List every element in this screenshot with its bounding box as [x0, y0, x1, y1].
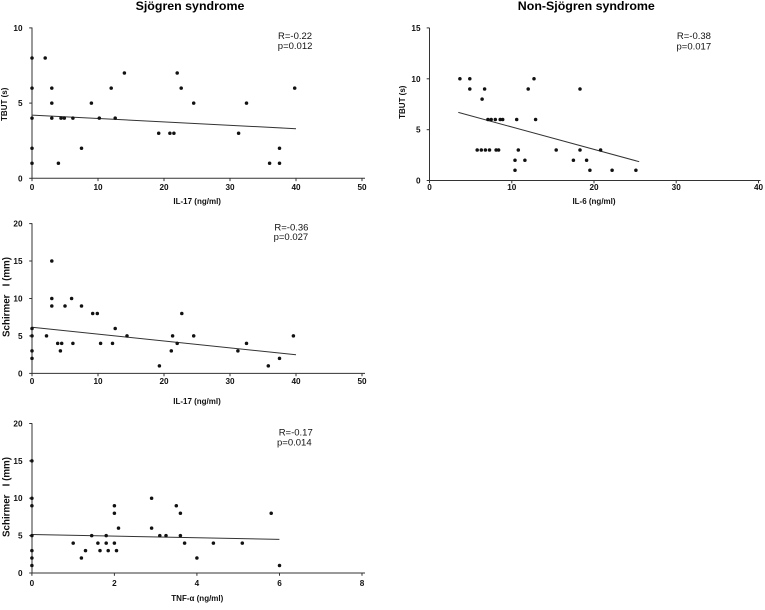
svg-text:TBUT (s): TBUT (s): [398, 85, 407, 119]
svg-text:TBUT (s): TBUT (s): [0, 87, 9, 121]
svg-text:R=-0.17: R=-0.17: [279, 427, 313, 438]
svg-text:30: 30: [225, 183, 235, 192]
svg-text:TNF-α (ng/ml): TNF-α (ng/ml): [171, 594, 223, 603]
svg-text:5: 5: [18, 99, 23, 108]
svg-text:2: 2: [112, 579, 117, 588]
svg-text:0: 0: [18, 174, 23, 183]
svg-text:p=0.017: p=0.017: [677, 42, 712, 53]
svg-text:5: 5: [18, 332, 23, 341]
svg-text:p=0.014: p=0.014: [277, 438, 312, 449]
svg-text:10: 10: [13, 295, 23, 304]
svg-text:R=-0.38: R=-0.38: [677, 31, 711, 42]
svg-text:0: 0: [30, 579, 35, 588]
svg-text:8: 8: [360, 579, 365, 588]
svg-text:40: 40: [291, 183, 301, 192]
svg-text:Sjögren syndrome: Sjögren syndrome: [136, 0, 245, 13]
svg-text:0: 0: [18, 569, 23, 578]
svg-text:0: 0: [416, 177, 421, 186]
svg-text:Non-Sjögren syndrome: Non-Sjögren syndrome: [518, 0, 655, 13]
svg-text:40: 40: [291, 377, 301, 386]
svg-text:10: 10: [13, 24, 23, 33]
svg-text:50: 50: [357, 377, 367, 386]
svg-text:p=0.012: p=0.012: [278, 41, 313, 52]
svg-text:p=0.027: p=0.027: [274, 232, 309, 243]
svg-text:50: 50: [357, 183, 367, 192]
svg-text:30: 30: [672, 183, 682, 192]
svg-text:10: 10: [13, 494, 23, 503]
svg-text:4: 4: [195, 579, 200, 588]
svg-text:30: 30: [225, 377, 235, 386]
svg-text:40: 40: [754, 183, 764, 192]
svg-text:10: 10: [93, 183, 103, 192]
svg-text:15: 15: [13, 257, 23, 266]
svg-text:0: 0: [30, 377, 35, 386]
svg-text:20: 20: [13, 420, 23, 429]
svg-text:10: 10: [411, 75, 421, 84]
svg-text:0: 0: [427, 183, 432, 192]
svg-text:6: 6: [277, 579, 282, 588]
svg-text:10: 10: [507, 183, 517, 192]
svg-text:5: 5: [416, 126, 421, 135]
svg-text:Schirmer I (mm): Schirmer I (mm): [2, 457, 13, 537]
svg-text:0: 0: [18, 369, 23, 378]
svg-text:R=-0.36: R=-0.36: [274, 222, 308, 233]
svg-text:IL-17 (ng/ml): IL-17 (ng/ml): [173, 197, 221, 206]
svg-text:IL-17 (ng/ml): IL-17 (ng/ml): [173, 397, 221, 406]
svg-text:20: 20: [159, 183, 169, 192]
svg-text:0: 0: [30, 183, 35, 192]
svg-text:15: 15: [13, 457, 23, 466]
svg-text:20: 20: [589, 183, 599, 192]
svg-text:IL-6 (ng/ml): IL-6 (ng/ml): [572, 197, 615, 206]
svg-text:Schirmer I (mm): Schirmer I (mm): [2, 257, 13, 337]
svg-text:R=-0.22: R=-0.22: [278, 31, 312, 42]
svg-text:20: 20: [13, 220, 23, 229]
svg-text:15: 15: [411, 24, 421, 33]
svg-text:5: 5: [18, 532, 23, 541]
svg-text:20: 20: [159, 377, 169, 386]
svg-text:10: 10: [93, 377, 103, 386]
